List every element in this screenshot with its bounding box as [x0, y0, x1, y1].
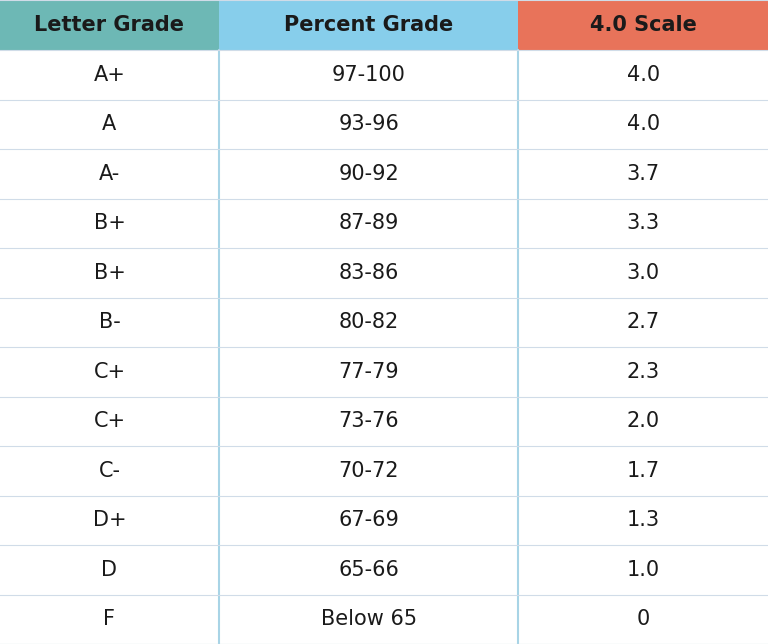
- Bar: [0, 149, 219, 198]
- Text: 3.3: 3.3: [627, 213, 660, 233]
- Bar: [219, 496, 518, 545]
- Text: 4.0: 4.0: [627, 115, 660, 135]
- Text: 97-100: 97-100: [332, 65, 406, 85]
- Bar: [0, 594, 219, 644]
- Text: 90-92: 90-92: [338, 164, 399, 184]
- Bar: [219, 545, 518, 594]
- Bar: [0, 298, 219, 347]
- Text: C-: C-: [98, 461, 121, 481]
- Bar: [219, 298, 518, 347]
- Bar: [518, 594, 768, 644]
- Bar: [0, 397, 219, 446]
- Bar: [518, 198, 768, 248]
- Text: 80-82: 80-82: [339, 312, 399, 332]
- Bar: [0, 496, 219, 545]
- Bar: [219, 594, 518, 644]
- Bar: [518, 397, 768, 446]
- Text: B-: B-: [98, 312, 121, 332]
- Text: F: F: [104, 609, 115, 629]
- Bar: [518, 446, 768, 496]
- Bar: [0, 50, 219, 100]
- Bar: [219, 0, 518, 50]
- Bar: [219, 100, 518, 149]
- Text: Percent Grade: Percent Grade: [284, 15, 453, 35]
- Bar: [0, 198, 219, 248]
- Bar: [518, 496, 768, 545]
- Bar: [219, 50, 518, 100]
- Bar: [219, 397, 518, 446]
- Bar: [219, 446, 518, 496]
- Text: A+: A+: [94, 65, 125, 85]
- Text: D: D: [101, 560, 118, 580]
- Bar: [518, 248, 768, 298]
- Bar: [0, 100, 219, 149]
- Text: Letter Grade: Letter Grade: [35, 15, 184, 35]
- Bar: [518, 545, 768, 594]
- Text: 4.0 Scale: 4.0 Scale: [590, 15, 697, 35]
- Bar: [518, 0, 768, 50]
- Bar: [0, 446, 219, 496]
- Text: A-: A-: [99, 164, 120, 184]
- Text: 2.7: 2.7: [627, 312, 660, 332]
- Text: 3.0: 3.0: [627, 263, 660, 283]
- Text: 1.0: 1.0: [627, 560, 660, 580]
- Text: 3.7: 3.7: [627, 164, 660, 184]
- Text: C+: C+: [94, 412, 125, 431]
- Text: C+: C+: [94, 362, 125, 382]
- Bar: [518, 347, 768, 397]
- Text: 83-86: 83-86: [339, 263, 399, 283]
- Text: D+: D+: [93, 510, 126, 530]
- Text: B+: B+: [94, 263, 125, 283]
- Bar: [0, 545, 219, 594]
- Text: 93-96: 93-96: [338, 115, 399, 135]
- Bar: [518, 149, 768, 198]
- Bar: [518, 50, 768, 100]
- Bar: [0, 0, 219, 50]
- Text: 73-76: 73-76: [339, 412, 399, 431]
- Text: Below 65: Below 65: [320, 609, 417, 629]
- Text: 1.3: 1.3: [627, 510, 660, 530]
- Text: 2.0: 2.0: [627, 412, 660, 431]
- Text: 65-66: 65-66: [338, 560, 399, 580]
- Text: 77-79: 77-79: [339, 362, 399, 382]
- Text: 0: 0: [637, 609, 650, 629]
- Text: 87-89: 87-89: [339, 213, 399, 233]
- Bar: [0, 347, 219, 397]
- Bar: [518, 298, 768, 347]
- Bar: [219, 347, 518, 397]
- Text: 70-72: 70-72: [339, 461, 399, 481]
- Bar: [219, 149, 518, 198]
- Bar: [0, 248, 219, 298]
- Bar: [219, 248, 518, 298]
- Text: 67-69: 67-69: [338, 510, 399, 530]
- Text: B+: B+: [94, 213, 125, 233]
- Text: 1.7: 1.7: [627, 461, 660, 481]
- Text: 2.3: 2.3: [627, 362, 660, 382]
- Text: A: A: [102, 115, 117, 135]
- Bar: [219, 198, 518, 248]
- Bar: [518, 100, 768, 149]
- Text: 4.0: 4.0: [627, 65, 660, 85]
